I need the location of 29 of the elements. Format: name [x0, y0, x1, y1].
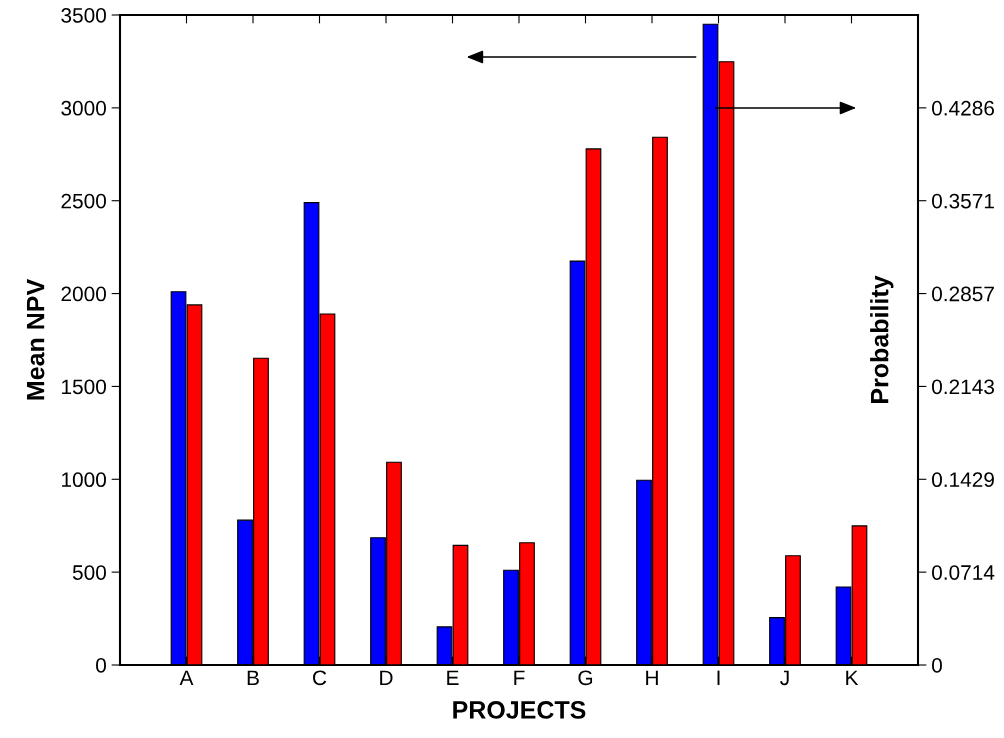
y2-tick-label: 0.3571	[932, 193, 994, 209]
y2-tick-label: 0.4286	[932, 100, 994, 116]
y2-tick-label: 0.2857	[932, 286, 994, 302]
y-tick-label: 2500	[61, 193, 106, 209]
y-tick-label: 0	[96, 658, 106, 673]
y-tick-label: 1500	[62, 379, 106, 395]
x-tick-label: E	[447, 670, 459, 685]
x-tick-label: G	[578, 670, 593, 686]
y2-tick-label: 0.1429	[932, 472, 994, 488]
x-tick-label: I	[717, 670, 720, 685]
y-tick-label: 2000	[61, 286, 106, 302]
y2-tick-label: 0.0714	[932, 565, 995, 580]
x-axis-title: PROJECTS	[453, 701, 586, 719]
x-tick-label: A	[179, 670, 194, 685]
y-tick-label: 500	[72, 565, 106, 580]
y2-tick-label: 0	[932, 658, 942, 673]
y-tick-label: 1000	[62, 472, 106, 488]
x-tick-label: F	[514, 670, 525, 685]
x-tick-label: B	[247, 670, 259, 685]
y-tick-label: 3500	[61, 8, 106, 23]
x-tick-label: K	[846, 670, 859, 685]
x-tick-label: D	[380, 670, 393, 685]
x-tick-label: J	[780, 670, 789, 686]
y2-axis-title: Probability	[870, 275, 894, 403]
x-tick-label: C	[313, 670, 327, 686]
y-axis-title: Mean NPV	[26, 279, 45, 400]
x-tick-label: H	[646, 670, 658, 685]
y-tick-label: 3000	[61, 100, 106, 116]
y2-tick-label: 0.2143	[932, 379, 994, 395]
